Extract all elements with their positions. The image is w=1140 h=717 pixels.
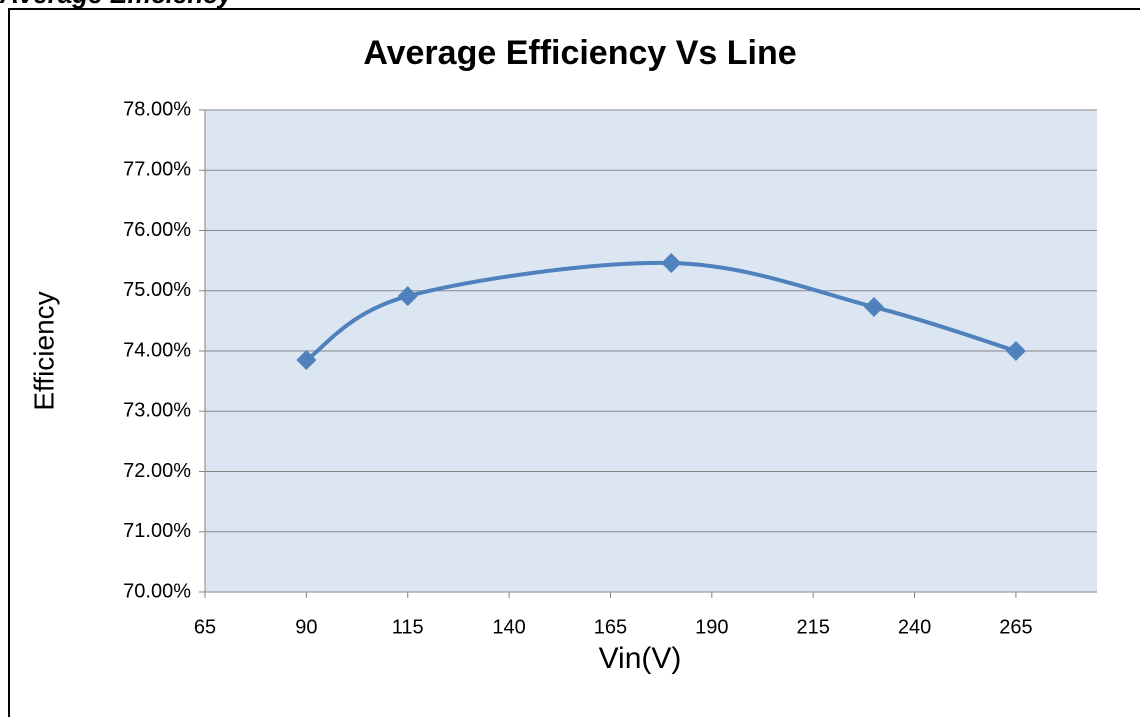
x-tick-label: 265: [999, 616, 1032, 638]
x-tick-label: 140: [492, 616, 525, 638]
x-tick-label: 240: [898, 616, 931, 638]
x-tick-label: 90: [295, 616, 317, 638]
y-tick-label: 72.00%: [123, 460, 191, 482]
x-tick-label: 115: [392, 616, 424, 638]
y-axis-label: Efficiency: [28, 291, 59, 410]
y-tick-label: 70.00%: [123, 580, 191, 602]
y-tick-label: 76.00%: [123, 219, 191, 241]
marker: [864, 297, 884, 318]
y-tick-label: 75.00%: [123, 279, 191, 301]
x-tick-label: 65: [194, 616, 216, 638]
x-tick-label: 215: [796, 616, 829, 638]
x-tick-label: 190: [695, 616, 728, 638]
marker: [1005, 341, 1026, 361]
y-tick-label: 73.00%: [123, 400, 191, 422]
marker: [397, 286, 418, 307]
x-axis-label: Vin(V): [599, 642, 682, 675]
y-tick-label: 77.00%: [123, 159, 191, 181]
y-tick-label: 78.00%: [123, 98, 191, 120]
x-tick-label: 165: [594, 616, 627, 638]
y-tick-label: 74.00%: [123, 339, 191, 361]
heading: Average Efficiency: [0, 0, 234, 9]
marker: [661, 253, 682, 274]
y-tick-label: 71.00%: [123, 520, 191, 542]
marker: [296, 350, 317, 371]
chart-title: Average Efficiency Vs Line: [363, 34, 796, 72]
